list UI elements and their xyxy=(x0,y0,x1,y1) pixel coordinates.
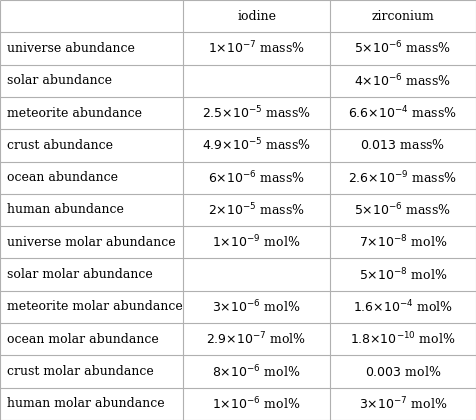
Text: iodine: iodine xyxy=(237,10,276,23)
Text: $3{\times}10^{-6}$ mol%: $3{\times}10^{-6}$ mol% xyxy=(212,299,301,315)
Text: solar molar abundance: solar molar abundance xyxy=(7,268,153,281)
Text: $1{\times}10^{-6}$ mol%: $1{\times}10^{-6}$ mol% xyxy=(212,396,301,412)
Text: $1{\times}10^{-7}$ mass%: $1{\times}10^{-7}$ mass% xyxy=(208,40,305,57)
Text: $2{\times}10^{-5}$ mass%: $2{\times}10^{-5}$ mass% xyxy=(208,202,305,218)
Text: $5{\times}10^{-6}$ mass%: $5{\times}10^{-6}$ mass% xyxy=(355,40,451,57)
Text: $2.6{\times}10^{-9}$ mass%: $2.6{\times}10^{-9}$ mass% xyxy=(348,169,457,186)
Text: $1.8{\times}10^{-10}$ mol%: $1.8{\times}10^{-10}$ mol% xyxy=(350,331,456,347)
Text: solar abundance: solar abundance xyxy=(7,74,112,87)
Text: ocean abundance: ocean abundance xyxy=(7,171,118,184)
Text: $7{\times}10^{-8}$ mol%: $7{\times}10^{-8}$ mol% xyxy=(359,234,447,251)
Text: ocean molar abundance: ocean molar abundance xyxy=(7,333,159,346)
Text: human abundance: human abundance xyxy=(7,204,124,216)
Text: $1{\times}10^{-9}$ mol%: $1{\times}10^{-9}$ mol% xyxy=(212,234,301,251)
Text: $0.003$ mol%: $0.003$ mol% xyxy=(365,365,441,378)
Text: zirconium: zirconium xyxy=(372,10,434,23)
Text: $5{\times}10^{-6}$ mass%: $5{\times}10^{-6}$ mass% xyxy=(355,202,451,218)
Text: universe abundance: universe abundance xyxy=(7,42,135,55)
Text: meteorite molar abundance: meteorite molar abundance xyxy=(7,300,183,313)
Text: $5{\times}10^{-8}$ mol%: $5{\times}10^{-8}$ mol% xyxy=(359,266,447,283)
Text: universe molar abundance: universe molar abundance xyxy=(7,236,176,249)
Text: $8{\times}10^{-6}$ mol%: $8{\times}10^{-6}$ mol% xyxy=(212,363,301,380)
Text: crust molar abundance: crust molar abundance xyxy=(7,365,154,378)
Text: meteorite abundance: meteorite abundance xyxy=(7,107,142,120)
Text: $2.9{\times}10^{-7}$ mol%: $2.9{\times}10^{-7}$ mol% xyxy=(207,331,307,347)
Text: $6.6{\times}10^{-4}$ mass%: $6.6{\times}10^{-4}$ mass% xyxy=(348,105,457,121)
Text: $2.5{\times}10^{-5}$ mass%: $2.5{\times}10^{-5}$ mass% xyxy=(202,105,311,121)
Text: $3{\times}10^{-7}$ mol%: $3{\times}10^{-7}$ mol% xyxy=(359,396,447,412)
Text: $4{\times}10^{-6}$ mass%: $4{\times}10^{-6}$ mass% xyxy=(355,73,451,89)
Text: $6{\times}10^{-6}$ mass%: $6{\times}10^{-6}$ mass% xyxy=(208,169,305,186)
Text: human molar abundance: human molar abundance xyxy=(7,397,165,410)
Text: $4.9{\times}10^{-5}$ mass%: $4.9{\times}10^{-5}$ mass% xyxy=(202,137,311,154)
Text: $1.6{\times}10^{-4}$ mol%: $1.6{\times}10^{-4}$ mol% xyxy=(353,299,453,315)
Text: $0.013$ mass%: $0.013$ mass% xyxy=(360,138,446,152)
Text: crust abundance: crust abundance xyxy=(7,139,113,152)
